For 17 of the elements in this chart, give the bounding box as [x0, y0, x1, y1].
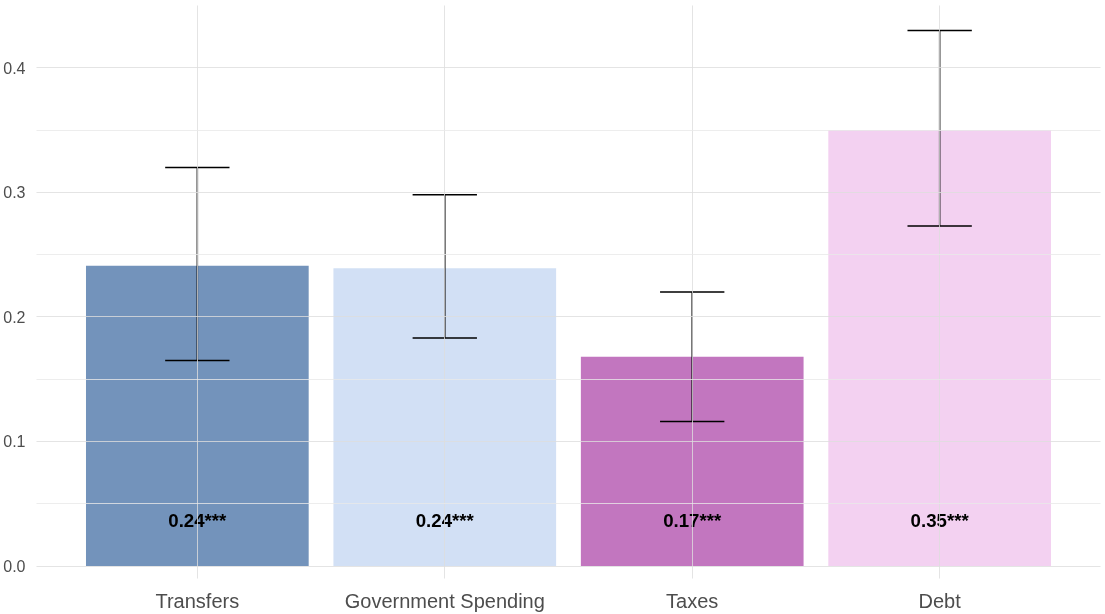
x-tick-label: Transfers [155, 589, 240, 612]
y-tick-label: 0.2 [3, 308, 26, 326]
y-tick-label: 0.3 [3, 184, 26, 202]
y-tick-label: 0.0 [3, 558, 26, 576]
x-tick-label: Government Spending [344, 589, 545, 612]
x-tick-label: Debt [918, 589, 962, 612]
y-tick-label: 0.1 [3, 433, 26, 451]
bar [85, 265, 309, 567]
bar [828, 130, 1052, 567]
data-label: 0.17*** [663, 509, 723, 531]
data-label: 0.35*** [910, 509, 970, 531]
bar [333, 268, 557, 567]
data-label: 0.24*** [415, 509, 475, 531]
data-label: 0.24*** [168, 509, 228, 531]
x-tick-label: Taxes [666, 589, 719, 612]
y-tick-label: 0.4 [3, 59, 26, 77]
bar [580, 356, 804, 567]
